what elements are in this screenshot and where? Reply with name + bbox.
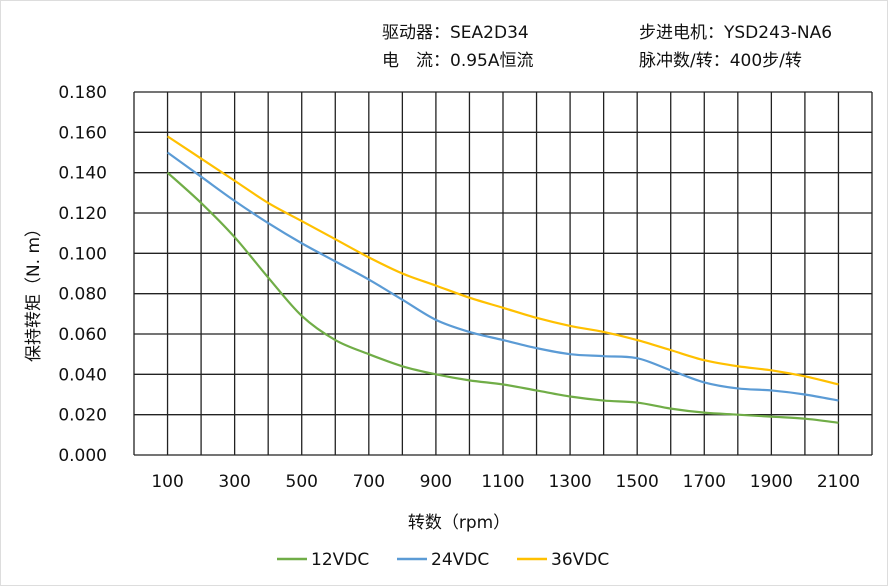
motor-info: 步进电机：YSD243-NA6 bbox=[639, 23, 833, 43]
x-tick-label: 900 bbox=[420, 472, 452, 492]
tick-labels: 100 300 500 700 900 1100 1300 1500 1700 1900 2100 0… bbox=[58, 83, 860, 492]
legend: 12VDC 24VDC 36VDC bbox=[277, 550, 609, 570]
y-tick-label: 0.100 bbox=[58, 244, 107, 264]
x-tick-label: 1900 bbox=[750, 472, 793, 492]
driver-info: 驱动器：SEA2D34 bbox=[382, 23, 529, 43]
x-tick-label: 1300 bbox=[548, 472, 591, 492]
x-tick-label: 2100 bbox=[817, 472, 860, 492]
x-tick-label: 1700 bbox=[683, 472, 726, 492]
y-tick-label: 0.160 bbox=[58, 123, 107, 143]
y-tick-label: 0.060 bbox=[58, 325, 107, 345]
y-tick-label: 0.000 bbox=[58, 446, 107, 466]
legend-label: 12VDC bbox=[311, 550, 369, 570]
x-tick-label: 500 bbox=[286, 472, 318, 492]
y-tick-label: 0.080 bbox=[58, 285, 107, 305]
current-info: 电 流：0.95A恒流 bbox=[382, 51, 534, 71]
x-tick-label: 100 bbox=[151, 472, 183, 492]
x-tick-label: 300 bbox=[218, 472, 250, 492]
y-tick-label: 0.120 bbox=[58, 204, 107, 224]
legend-label: 24VDC bbox=[431, 550, 489, 570]
x-tick-label: 1500 bbox=[616, 472, 659, 492]
x-axis-label: 转数（rpm） bbox=[408, 513, 510, 533]
y-tick-label: 0.180 bbox=[58, 83, 107, 103]
y-tick-label: 0.020 bbox=[58, 406, 107, 426]
legend-label: 36VDC bbox=[551, 550, 609, 570]
x-tick-label: 700 bbox=[353, 472, 385, 492]
pulse-info: 脉冲数/转：400步/转 bbox=[639, 51, 802, 71]
grid bbox=[133, 91, 873, 456]
y-tick-label: 0.040 bbox=[58, 365, 107, 385]
y-axis-label: 保持转矩（N. m） bbox=[24, 220, 44, 362]
y-tick-label: 0.140 bbox=[58, 164, 107, 184]
series-lines bbox=[166, 135, 839, 424]
x-tick-label: 1100 bbox=[481, 472, 524, 492]
